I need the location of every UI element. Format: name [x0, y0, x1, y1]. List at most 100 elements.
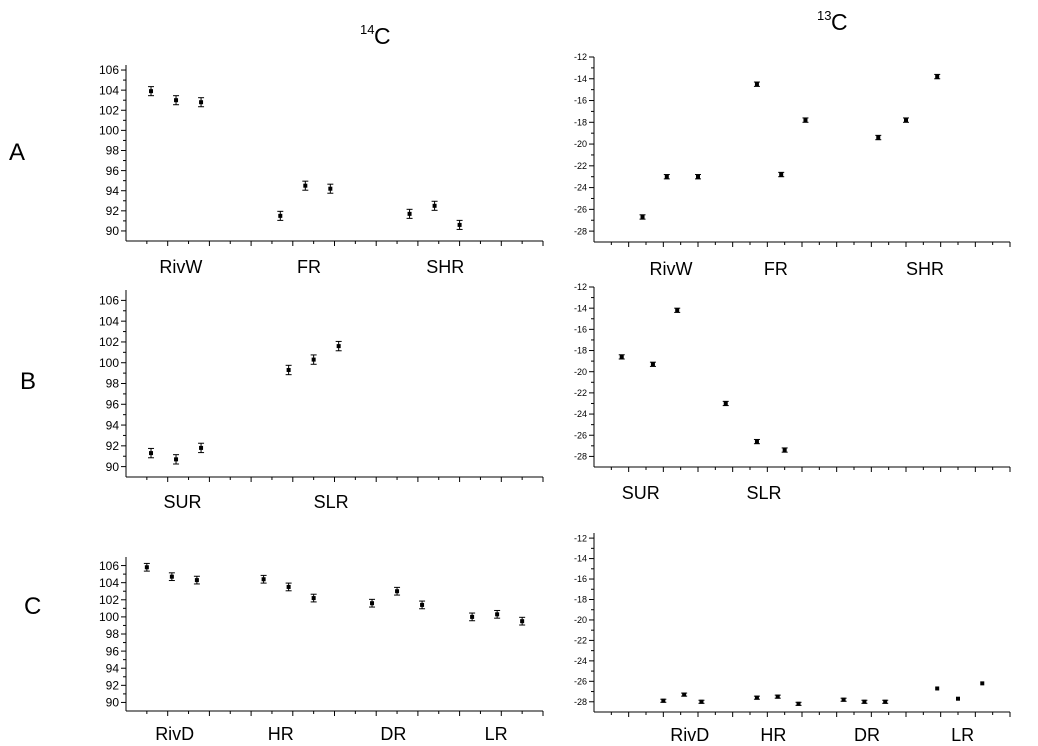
y-tick-label: -24: [574, 183, 587, 193]
data-point: [934, 73, 941, 80]
y-tick-label: 106: [99, 294, 119, 308]
point-marker: [956, 696, 960, 701]
data-point: [302, 180, 309, 191]
y-tick-label: -22: [574, 388, 587, 398]
y-tick-label: -20: [574, 139, 587, 149]
y-tick-label: 90: [106, 696, 120, 710]
y-tick-label: -18: [574, 595, 587, 605]
y-tick-label: 100: [99, 356, 119, 370]
point-marker: [311, 596, 316, 601]
y-tick-label: -28: [574, 452, 587, 462]
y-tick-label: -26: [574, 676, 587, 686]
data-point: [394, 586, 401, 596]
data-point: [285, 364, 292, 376]
y-tick-label: 92: [106, 679, 120, 693]
y-tick-label: 100: [99, 610, 119, 624]
data-point: [935, 686, 940, 691]
group-label: FR: [764, 259, 788, 279]
point-marker: [278, 213, 283, 218]
point-marker: [696, 174, 700, 179]
data-point: [774, 694, 781, 699]
y-tick-label: -14: [574, 554, 587, 564]
y-tick-label: 104: [99, 83, 119, 97]
data-point: [335, 340, 342, 352]
group-label: HR: [760, 725, 786, 745]
group-label: LR: [485, 724, 508, 744]
point-marker: [640, 214, 645, 219]
data-point: [903, 117, 909, 123]
point-marker: [432, 203, 437, 208]
y-tick-label: 96: [106, 397, 120, 411]
point-marker: [723, 401, 728, 406]
point-marker: [619, 354, 624, 359]
data-point: [695, 174, 701, 180]
column-header-13c: 13 C: [817, 8, 848, 35]
y-tick-label: -24: [574, 409, 587, 419]
point-marker: [169, 574, 174, 579]
point-marker: [174, 98, 179, 103]
point-marker: [495, 612, 500, 617]
data-point: [173, 454, 180, 465]
point-marker: [149, 451, 154, 456]
data-point: [168, 572, 175, 582]
data-point: [882, 699, 889, 704]
y-tick-label: 104: [99, 314, 119, 328]
data-point: [618, 354, 625, 360]
data-point: [663, 174, 670, 180]
data-point: [406, 208, 413, 219]
data-point: [193, 575, 200, 585]
y-tick-label: 100: [99, 124, 119, 138]
y-tick-label: -12: [574, 282, 587, 292]
point-marker: [336, 344, 341, 349]
data-point: [310, 354, 317, 365]
point-marker: [803, 118, 808, 123]
point-marker: [883, 699, 888, 704]
point-marker: [470, 614, 475, 619]
point-marker: [862, 699, 867, 704]
group-label: RivD: [670, 725, 709, 745]
data-point: [260, 574, 267, 584]
point-marker: [520, 619, 525, 624]
point-marker: [876, 135, 881, 140]
y-tick-label: -22: [574, 161, 587, 171]
point-marker: [775, 694, 780, 699]
data-point: [431, 200, 438, 211]
point-marker: [782, 448, 787, 453]
group-label: SLR: [747, 483, 782, 503]
y-tick-label: 98: [106, 144, 120, 158]
panel-a-14c: 90 92 94 96 98 100 102 104 106 RivW FR SHR: [99, 63, 544, 277]
panel-a-13c: -12 -14 -16 -18 -20 -22 -24 -26 -28 RivW FR SHR: [574, 52, 1011, 279]
point-marker: [149, 89, 154, 94]
data-point: [781, 447, 788, 453]
y-tick-label: -14: [574, 303, 587, 313]
point-marker: [754, 82, 759, 87]
data-point: [469, 612, 476, 622]
y-tick-label: 94: [106, 661, 120, 675]
y-tick-label: -26: [574, 205, 587, 215]
point-marker: [661, 698, 666, 703]
y-tick-label: 92: [106, 204, 120, 218]
data-point: [285, 582, 292, 592]
y-tick-label: 102: [99, 593, 119, 607]
group-label: DR: [854, 725, 880, 745]
point-marker: [370, 601, 375, 606]
y-tick-label: -12: [574, 533, 587, 543]
point-marker: [420, 602, 425, 607]
data-point: [778, 171, 785, 178]
data-point: [639, 214, 646, 220]
data-point: [795, 701, 802, 706]
point-marker: [796, 701, 801, 706]
data-point: [980, 681, 985, 686]
y-tick-label: -22: [574, 636, 587, 646]
point-marker: [754, 439, 759, 444]
data-point: [861, 699, 868, 704]
row-label-a: A: [9, 139, 25, 166]
group-label: LR: [951, 725, 974, 745]
point-marker: [904, 118, 908, 123]
y-tick-label: -20: [574, 615, 587, 625]
point-marker: [682, 692, 687, 697]
data-point: [698, 699, 705, 704]
data-point: [369, 598, 376, 608]
data-point: [310, 593, 317, 603]
data-point: [419, 600, 426, 610]
